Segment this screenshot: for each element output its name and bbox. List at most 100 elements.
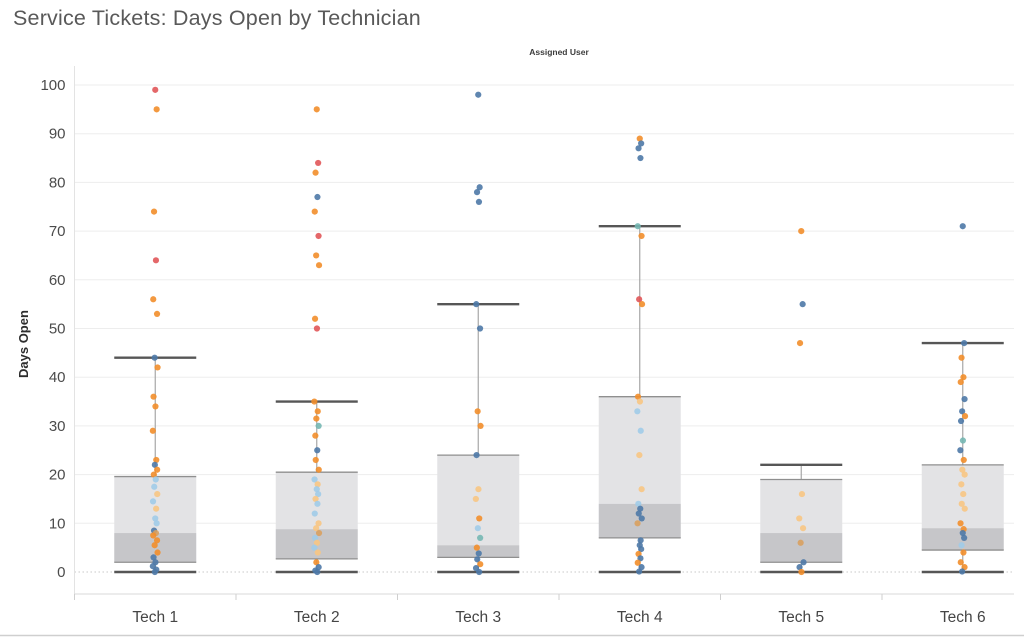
boxplot-tech-3[interactable]: Tech 3 bbox=[437, 91, 520, 626]
data-point[interactable] bbox=[151, 461, 158, 468]
data-point[interactable] bbox=[150, 471, 157, 478]
boxplot-tech-5[interactable]: Tech 5 bbox=[760, 228, 843, 626]
data-point[interactable] bbox=[634, 520, 641, 527]
data-point[interactable] bbox=[154, 364, 161, 371]
data-point[interactable] bbox=[153, 106, 160, 113]
data-point[interactable] bbox=[957, 559, 964, 566]
data-point[interactable] bbox=[958, 354, 965, 361]
data-point[interactable] bbox=[634, 223, 641, 230]
data-point[interactable] bbox=[637, 537, 644, 544]
data-point[interactable] bbox=[313, 252, 320, 259]
data-point[interactable] bbox=[314, 549, 321, 556]
data-point[interactable] bbox=[960, 549, 967, 556]
data-point[interactable] bbox=[314, 193, 321, 201]
data-point[interactable] bbox=[634, 408, 641, 415]
data-point[interactable] bbox=[476, 568, 483, 576]
data-point[interactable] bbox=[638, 301, 646, 308]
data-point[interactable] bbox=[153, 520, 160, 527]
data-point[interactable] bbox=[799, 301, 806, 308]
data-point[interactable] bbox=[799, 525, 807, 532]
data-point[interactable] bbox=[314, 408, 321, 415]
data-point[interactable] bbox=[796, 515, 803, 522]
data-point[interactable] bbox=[475, 91, 482, 98]
data-point[interactable] bbox=[149, 427, 156, 434]
data-point[interactable] bbox=[149, 498, 157, 505]
data-point[interactable] bbox=[150, 393, 157, 400]
data-point[interactable] bbox=[313, 106, 320, 113]
data-point[interactable] bbox=[150, 532, 157, 539]
data-point[interactable] bbox=[313, 486, 320, 493]
data-point[interactable] bbox=[961, 505, 968, 512]
data-point[interactable] bbox=[154, 490, 161, 498]
data-point[interactable] bbox=[315, 159, 322, 167]
data-point[interactable] bbox=[315, 262, 323, 269]
data-point[interactable] bbox=[636, 296, 643, 303]
data-point[interactable] bbox=[638, 546, 645, 553]
data-point[interactable] bbox=[153, 310, 161, 317]
data-point[interactable] bbox=[475, 550, 482, 557]
data-point[interactable] bbox=[476, 325, 484, 332]
data-point[interactable] bbox=[635, 145, 642, 152]
data-point[interactable] bbox=[311, 544, 318, 551]
data-point[interactable] bbox=[796, 340, 804, 347]
data-point[interactable] bbox=[636, 568, 643, 575]
data-point[interactable] bbox=[638, 486, 645, 493]
data-point[interactable] bbox=[959, 408, 966, 415]
data-point[interactable] bbox=[961, 471, 968, 478]
box-upper-half[interactable] bbox=[760, 479, 843, 534]
data-point[interactable] bbox=[313, 325, 321, 332]
data-point[interactable] bbox=[958, 481, 965, 488]
data-point[interactable] bbox=[150, 208, 158, 215]
data-point[interactable] bbox=[476, 515, 483, 522]
data-point[interactable] bbox=[958, 500, 965, 507]
boxplot-tech-1[interactable]: Tech 1 bbox=[114, 86, 197, 626]
data-point[interactable] bbox=[797, 539, 804, 546]
data-point[interactable] bbox=[152, 515, 159, 522]
data-point[interactable] bbox=[636, 452, 643, 459]
data-point[interactable] bbox=[311, 534, 319, 542]
data-point[interactable] bbox=[961, 413, 969, 420]
data-point[interactable] bbox=[152, 257, 160, 264]
data-point[interactable] bbox=[474, 525, 481, 532]
data-point[interactable] bbox=[961, 396, 968, 403]
data-point[interactable] bbox=[959, 223, 966, 230]
data-point[interactable] bbox=[637, 427, 644, 434]
data-point[interactable] bbox=[635, 500, 642, 507]
data-point[interactable] bbox=[151, 354, 158, 361]
data-point[interactable] bbox=[959, 529, 966, 537]
data-point[interactable] bbox=[961, 534, 968, 542]
data-point[interactable] bbox=[153, 456, 160, 464]
data-point[interactable] bbox=[796, 564, 803, 571]
boxplot-tech-6[interactable]: Tech 6 bbox=[921, 223, 1004, 626]
data-point[interactable] bbox=[150, 296, 157, 303]
data-point[interactable] bbox=[315, 422, 322, 429]
data-point[interactable] bbox=[473, 189, 481, 196]
data-point[interactable] bbox=[638, 232, 645, 240]
data-point[interactable] bbox=[315, 520, 322, 527]
data-point[interactable] bbox=[957, 447, 964, 454]
data-point[interactable] bbox=[959, 568, 966, 575]
data-point[interactable] bbox=[636, 135, 643, 142]
box-upper-half[interactable] bbox=[598, 396, 681, 504]
data-point[interactable] bbox=[313, 559, 320, 566]
data-point[interactable] bbox=[311, 510, 318, 517]
data-point[interactable] bbox=[314, 568, 321, 576]
data-point[interactable] bbox=[798, 568, 805, 576]
data-point[interactable] bbox=[960, 456, 967, 464]
data-point[interactable] bbox=[473, 301, 480, 308]
data-point[interactable] bbox=[311, 315, 319, 322]
data-point[interactable] bbox=[153, 505, 160, 512]
data-point[interactable] bbox=[477, 534, 484, 542]
data-point[interactable] bbox=[154, 549, 161, 556]
data-point[interactable] bbox=[315, 529, 323, 537]
data-point[interactable] bbox=[634, 393, 642, 400]
data-point[interactable] bbox=[313, 539, 321, 546]
data-point[interactable] bbox=[800, 559, 807, 566]
data-point[interactable] bbox=[315, 232, 322, 240]
data-point[interactable] bbox=[961, 340, 968, 347]
data-point[interactable] bbox=[473, 452, 480, 459]
data-point[interactable] bbox=[314, 447, 321, 454]
data-point[interactable] bbox=[638, 140, 645, 147]
data-point[interactable] bbox=[315, 490, 322, 498]
data-point[interactable] bbox=[636, 398, 644, 405]
